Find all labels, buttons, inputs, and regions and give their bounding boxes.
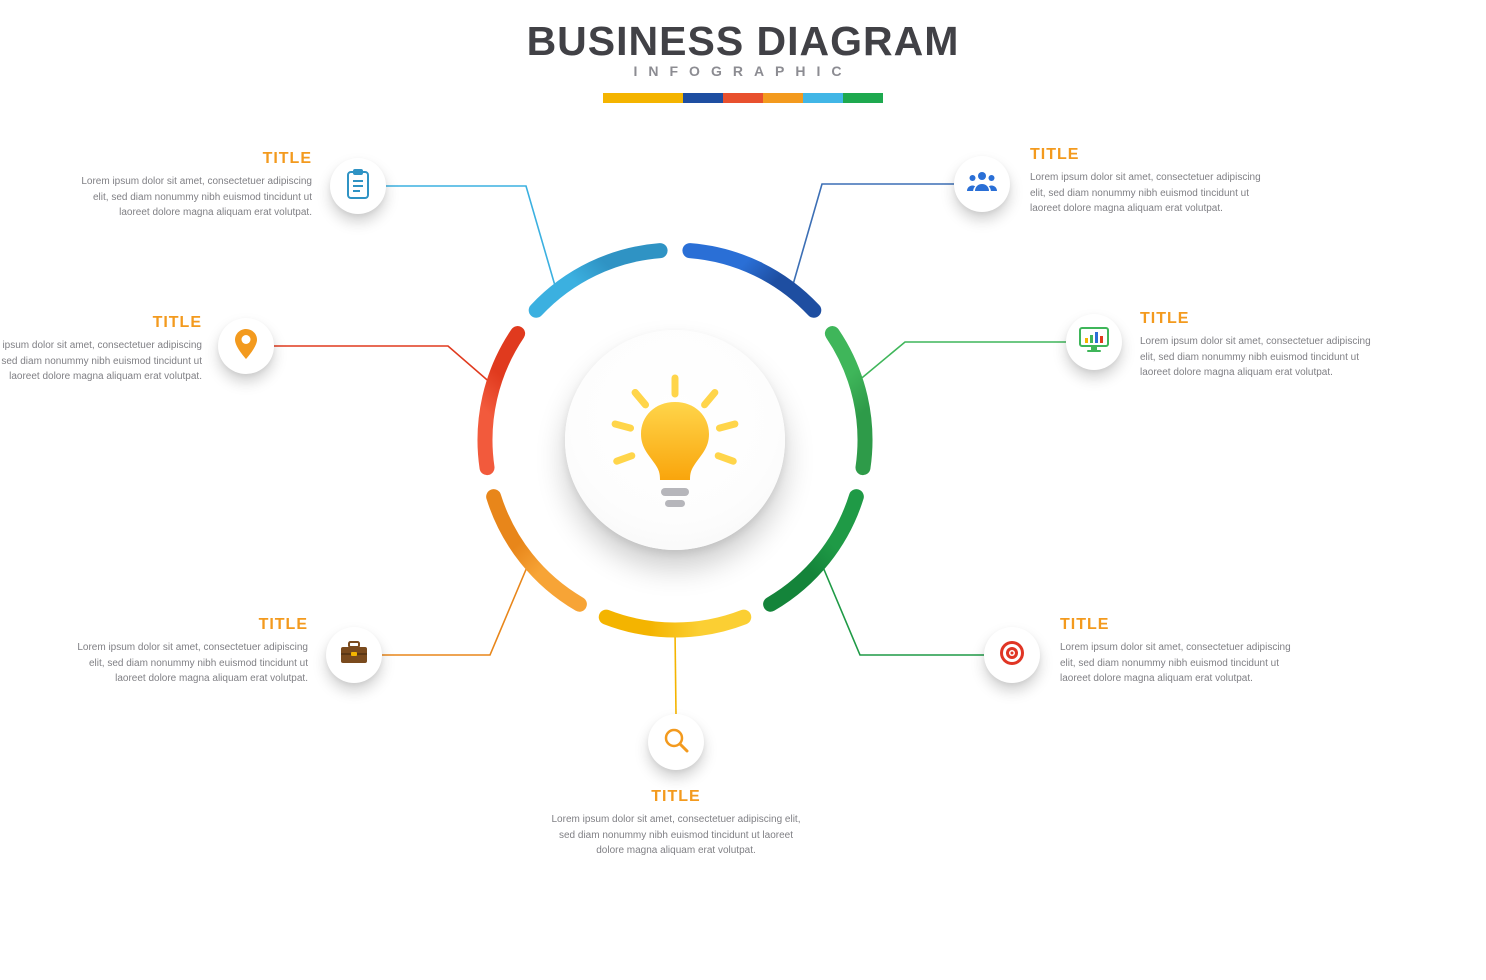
infographic-stage: BUSINESS DIAGRAM INFOGRAPHIC: [0, 0, 1486, 980]
connector-5: [274, 346, 493, 385]
item-title: TITLE: [1060, 616, 1300, 634]
lightbulb-icon: [605, 360, 745, 520]
connector-3: [675, 630, 676, 714]
pin-icon: [235, 329, 257, 364]
item-body: Lorem ipsum dolor sit amet, consectetuer…: [0, 338, 202, 385]
connector-2: [820, 560, 984, 655]
item-body: Lorem ipsum dolor sit amet, consectetuer…: [1030, 170, 1270, 217]
item-label-6: TITLE Lorem ipsum dolor sit amet, consect…: [72, 150, 312, 221]
item-label-5: TITLE Lorem ipsum dolor sit amet, consect…: [0, 314, 202, 385]
seg-yellow: [606, 617, 744, 630]
seg-blue-light: [536, 251, 660, 311]
monitor-chart-icon: [1079, 327, 1109, 358]
item-icon-disc-4: [326, 627, 382, 683]
item-body: Lorem ipsum dolor sit amet, consectetuer…: [546, 812, 806, 859]
connector-1: [857, 342, 1066, 382]
item-label-2: TITLE Lorem ipsum dolor sit amet, consect…: [1060, 616, 1300, 687]
target-icon: [998, 639, 1026, 672]
header-subtitle: INFOGRAPHIC: [0, 63, 1486, 79]
item-label-0: TITLE Lorem ipsum dolor sit amet, consect…: [1030, 146, 1270, 217]
header: BUSINESS DIAGRAM INFOGRAPHIC: [0, 18, 1486, 103]
header-colorbar: [603, 93, 883, 103]
item-title: TITLE: [72, 150, 312, 168]
people-icon: [967, 171, 997, 198]
item-icon-disc-6: [330, 158, 386, 214]
seg-green: [832, 334, 865, 468]
item-title: TITLE: [68, 616, 308, 634]
connector-6: [386, 186, 558, 296]
magnifier-icon: [663, 727, 689, 758]
seg-green-dark: [771, 497, 857, 605]
item-body: Lorem ipsum dolor sit amet, consectetuer…: [1060, 640, 1300, 687]
item-icon-disc-0: [954, 156, 1010, 212]
clipboard-icon: [346, 169, 370, 204]
item-body: Lorem ipsum dolor sit amet, consectetuer…: [68, 640, 308, 687]
item-body: Lorem ipsum dolor sit amet, consectetuer…: [72, 174, 312, 221]
item-icon-disc-3: [648, 714, 704, 770]
connector-0: [790, 184, 954, 295]
connector-4: [382, 560, 530, 655]
center-hub: [565, 330, 785, 550]
item-title: TITLE: [546, 788, 806, 806]
item-icon-disc-2: [984, 627, 1040, 683]
item-icon-disc-5: [218, 318, 274, 374]
item-label-1: TITLE Lorem ipsum dolor sit amet, consect…: [1140, 310, 1380, 381]
item-label-3: TITLE Lorem ipsum dolor sit amet, consect…: [546, 788, 806, 859]
briefcase-icon: [339, 641, 369, 670]
item-title: TITLE: [1030, 146, 1270, 164]
seg-orange: [494, 497, 580, 605]
seg-blue-dark: [690, 251, 814, 311]
item-title: TITLE: [1140, 310, 1380, 328]
item-body: Lorem ipsum dolor sit amet, consectetuer…: [1140, 334, 1380, 381]
item-title: TITLE: [0, 314, 202, 332]
seg-red: [485, 334, 518, 468]
item-label-4: TITLE Lorem ipsum dolor sit amet, consect…: [68, 616, 308, 687]
header-title: BUSINESS DIAGRAM: [0, 18, 1486, 65]
item-icon-disc-1: [1066, 314, 1122, 370]
